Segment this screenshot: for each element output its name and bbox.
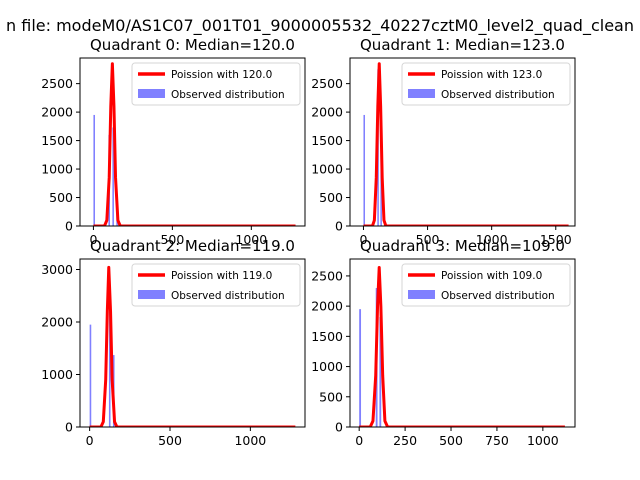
subplot-quadrant-1: 0 500 1000 1500 0 500 1000 1500 2000 2500 Quadrant… <box>311 36 576 247</box>
legend-label-observed: Observed distribution <box>441 290 555 302</box>
y-tick-label: 0 <box>65 219 73 234</box>
subplot-quadrant-0: 0 500 1000 0 500 1000 1500 2000 2500 Quadrant 0: … <box>41 36 306 247</box>
subplot-title: Quadrant 1: Median=123.0 <box>360 36 565 54</box>
y-tick-label: 2000 <box>311 105 343 120</box>
axes-frame <box>79 258 306 428</box>
legend: Poission with 123.0 Observed distribution <box>401 62 571 106</box>
x-tick-label: 1000 <box>476 232 508 247</box>
y-tick-label: 2500 <box>311 76 343 91</box>
legend-label-observed: Observed distribution <box>441 89 555 101</box>
y-tick-label: 2500 <box>41 76 73 91</box>
legend-label-poisson: Poission with 123.0 <box>441 69 542 81</box>
y-tick-label: 1000 <box>41 162 73 177</box>
y-tick-label: 1500 <box>41 133 73 148</box>
y-tick-label: 2500 <box>311 268 343 283</box>
x-tick-label: 1500 <box>540 232 572 247</box>
x-tick-label: 1000 <box>234 433 266 448</box>
legend-box <box>401 263 571 307</box>
histogram-bar <box>89 324 92 427</box>
legend-box <box>401 62 571 106</box>
x-tick-label: 500 <box>439 433 463 448</box>
y-tick-label: 0 <box>335 420 343 435</box>
poisson-line <box>93 62 296 226</box>
y-tick-label: 2000 <box>311 299 343 314</box>
y-tick-label: 500 <box>319 190 343 205</box>
histogram-bar <box>363 114 365 226</box>
histogram-bar <box>359 309 362 427</box>
y-tick-label: 2000 <box>41 105 73 120</box>
subplot-title: Quadrant 3: Median=109.0 <box>360 237 565 255</box>
subplot-title: Quadrant 0: Median=120.0 <box>90 36 295 54</box>
x-tick-label: 250 <box>393 433 417 448</box>
legend-box <box>131 62 301 106</box>
histogram-bar <box>379 317 382 427</box>
x-tick-label: 750 <box>485 433 509 448</box>
x-tick-label: 0 <box>355 433 363 448</box>
histogram-bar <box>108 306 111 427</box>
legend-label-observed: Observed distribution <box>171 290 285 302</box>
y-tick-label: 1000 <box>311 359 343 374</box>
legend: Poission with 119.0 Observed distribution <box>131 263 301 307</box>
poisson-line <box>363 62 569 226</box>
y-tick-label: 1500 <box>311 133 343 148</box>
y-tick-label: 500 <box>49 190 73 205</box>
legend-label-observed: Observed distribution <box>171 89 285 101</box>
legend-bar-swatch <box>138 290 165 299</box>
legend-label-poisson: Poission with 109.0 <box>441 270 542 282</box>
x-tick-label: 500 <box>416 232 440 247</box>
plot-area <box>359 265 565 427</box>
axes-frame <box>349 57 576 227</box>
legend: Poission with 120.0 Observed distribution <box>131 62 301 106</box>
y-tick-label: 3000 <box>41 262 73 277</box>
poisson-line <box>359 265 565 427</box>
histogram-bar <box>112 127 114 226</box>
y-tick-label: 1000 <box>311 162 343 177</box>
y-tick-label: 500 <box>319 389 343 404</box>
x-tick-label: 500 <box>158 433 182 448</box>
legend-label-poisson: Poission with 119.0 <box>171 270 272 282</box>
x-tick-label: 500 <box>160 232 184 247</box>
plot-area <box>93 62 296 226</box>
poisson-line <box>89 265 296 427</box>
subplot-title: Quadrant 2: Median=119.0 <box>90 237 295 255</box>
histogram-bar <box>93 114 95 226</box>
legend-label-poisson: Poission with 120.0 <box>171 69 272 81</box>
y-tick-label: 0 <box>65 420 73 435</box>
plot-area <box>89 265 296 427</box>
axes-frame <box>349 258 576 428</box>
y-tick-label: 2000 <box>41 315 73 330</box>
y-tick-label: 0 <box>335 219 343 234</box>
x-tick-label: 0 <box>86 433 94 448</box>
x-tick-label: 1000 <box>527 433 559 448</box>
subplot-quadrant-2: 0 500 1000 0 1000 2000 3000 Quadrant 2: Median=… <box>41 237 306 448</box>
legend-bar-swatch <box>408 290 435 299</box>
x-tick-label: 0 <box>89 232 97 247</box>
y-tick-label: 1000 <box>41 367 73 382</box>
figure-suptitle: n file: modeM0/AS1C07_001T01_9000005532_… <box>6 16 634 36</box>
legend-bar-swatch <box>138 89 165 98</box>
subplot-quadrant-3: 0 250 500 750 1000 0 500 1000 1500 2000 2500 Quadra… <box>311 237 576 448</box>
x-tick-label: 0 <box>359 232 367 247</box>
legend: Poission with 109.0 Observed distribution <box>401 263 571 307</box>
y-tick-label: 1500 <box>311 329 343 344</box>
plot-area <box>363 62 569 226</box>
legend-bar-swatch <box>408 89 435 98</box>
legend-box <box>131 263 301 307</box>
axes-frame <box>79 57 306 227</box>
x-tick-label: 1000 <box>235 232 267 247</box>
